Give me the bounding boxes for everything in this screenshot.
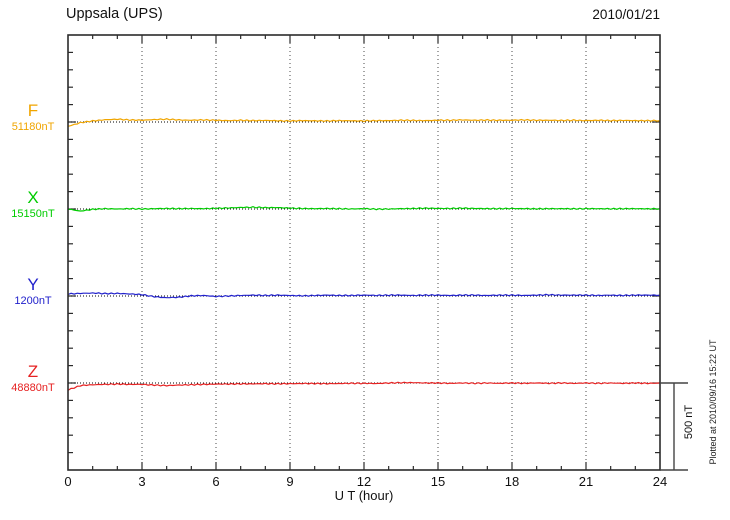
x-tick-label-12: 12 <box>356 474 372 489</box>
station-title: Uppsala (UPS) <box>66 6 163 22</box>
series-curve-X <box>67 206 661 212</box>
channel-label-Y: Y 1200nT <box>2 276 64 307</box>
x-tick-label-6: 6 <box>212 474 220 489</box>
channel-letter: Y <box>27 275 39 294</box>
channel-letter: Z <box>27 362 39 381</box>
series-curve-F <box>67 118 661 127</box>
scale-bar-label: 500 nT <box>683 404 695 440</box>
channel-label-F: F 51180nT <box>2 102 64 133</box>
channel-label-X: X 15150nT <box>2 189 64 220</box>
x-tick-label-18: 18 <box>504 474 520 489</box>
x-tick-label-21: 21 <box>578 474 594 489</box>
channel-letter: X <box>27 188 39 207</box>
x-tick-label-24: 24 <box>652 474 668 489</box>
plot-frame <box>67 34 661 471</box>
series-curve-Z <box>67 381 661 391</box>
channel-baseline-value: 48880nT <box>11 382 55 394</box>
channel-label-Z: Z 48880nT <box>2 363 64 394</box>
x-tick-label-0: 0 <box>64 474 72 489</box>
x-tick-label-3: 3 <box>138 474 146 489</box>
plot-date: 2010/01/21 <box>592 7 660 22</box>
x-axis-title: U T (hour) <box>334 488 394 503</box>
series-curve-Y <box>67 292 661 299</box>
plot-timestamp-note: Plotted at 2010/09/16 15:22 UT <box>708 339 718 465</box>
channel-baseline-value: 51180nT <box>11 121 55 133</box>
channel-baseline-value: 1200nT <box>14 295 52 307</box>
channel-baseline-value: 15150nT <box>11 208 55 220</box>
x-tick-label-9: 9 <box>286 474 294 489</box>
x-tick-label-15: 15 <box>430 474 446 489</box>
channel-letter: F <box>27 101 39 120</box>
